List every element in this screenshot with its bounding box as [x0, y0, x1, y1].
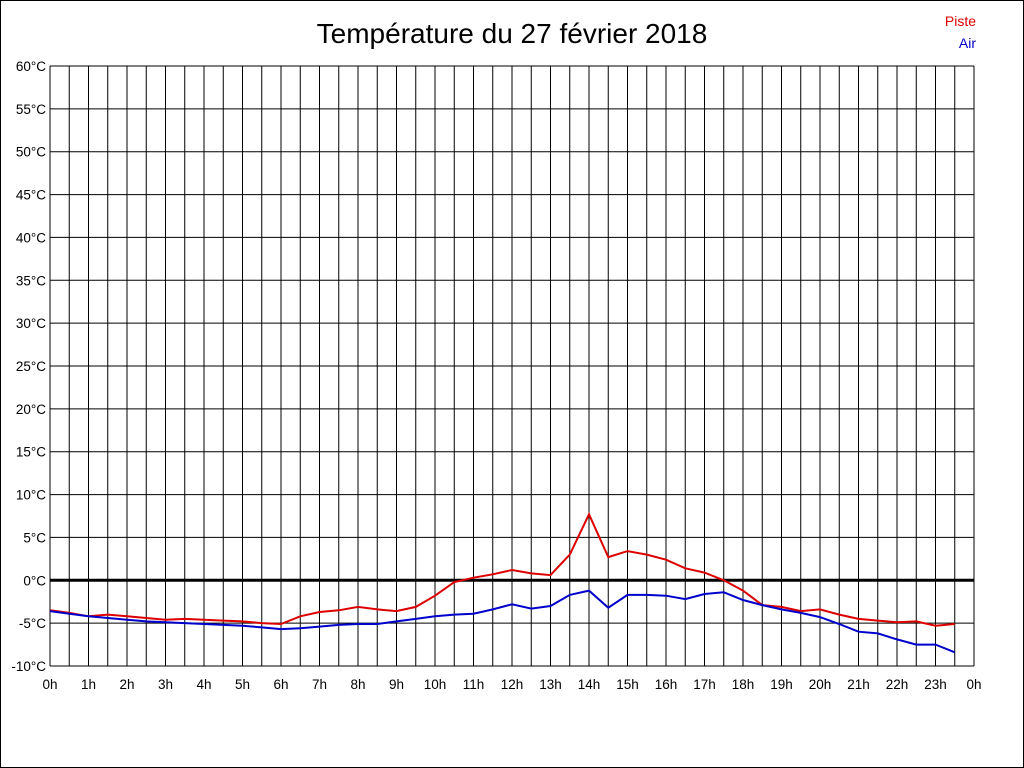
y-tick-labels: -10°C -5°C 0°C 5°C 10°C 15°C 20°C 25°C 30°C 35°C 4… — [11, 59, 46, 674]
y-tick-label: 60°C — [16, 59, 46, 74]
x-tick-label: 16h — [655, 677, 678, 692]
x-tick-label: 10h — [424, 677, 447, 692]
x-tick-label: 12h — [501, 677, 524, 692]
y-tick-label: 35°C — [16, 273, 46, 288]
x-tick-label: 17h — [693, 677, 716, 692]
y-tick-label: 0°C — [23, 573, 46, 588]
x-tick-label: 13h — [539, 677, 562, 692]
x-tick-label: 1h — [81, 677, 96, 692]
x-tick-label: 14h — [578, 677, 601, 692]
x-tick-labels: 0h 1h 2h 3h 4h 5h 6h 7h 8h 9h 10h 11h 12h 13h 14h 15h 16… — [42, 677, 981, 692]
y-tick-label: 50°C — [16, 145, 46, 160]
legend-air: Air — [958, 35, 976, 51]
x-tick-label: 23h — [924, 677, 947, 692]
x-tick-label: 8h — [350, 677, 365, 692]
x-tick-label: 20h — [809, 677, 832, 692]
y-tick-label: 15°C — [16, 445, 46, 460]
x-tick-label: 9h — [389, 677, 404, 692]
series-layer — [49, 511, 956, 654]
x-tick-label: 22h — [886, 677, 909, 692]
x-tick-label: 21h — [847, 677, 870, 692]
x-tick-label: 0h — [966, 677, 981, 692]
y-tick-label: 55°C — [16, 102, 46, 117]
series-line-air — [49, 589, 956, 654]
y-tick-label: 45°C — [16, 188, 46, 203]
x-tick-label: 0h — [42, 677, 57, 692]
y-tick-label: -5°C — [19, 616, 46, 631]
y-tick-label: 10°C — [16, 488, 46, 503]
x-tick-label: 7h — [312, 677, 327, 692]
grid-layer — [49, 65, 975, 667]
y-tick-label: 40°C — [16, 230, 46, 245]
legend-piste: Piste — [944, 13, 976, 29]
x-tick-label: 6h — [273, 677, 288, 692]
x-tick-label: 19h — [770, 677, 793, 692]
x-tick-label: 2h — [119, 677, 134, 692]
x-tick-label: 3h — [158, 677, 173, 692]
x-tick-label: 15h — [616, 677, 639, 692]
x-tick-label: 18h — [732, 677, 755, 692]
chart-title: Température du 27 février 2018 — [316, 18, 708, 49]
y-tick-label: 5°C — [23, 530, 46, 545]
y-tick-label: 30°C — [16, 316, 46, 331]
x-tick-label: 5h — [235, 677, 250, 692]
x-tick-label: 4h — [196, 677, 211, 692]
x-tick-label: 11h — [463, 677, 485, 692]
y-tick-label: 20°C — [16, 402, 46, 417]
series-line-piste — [49, 511, 955, 627]
y-tick-label: 25°C — [16, 359, 46, 374]
y-tick-label: -10°C — [11, 659, 46, 674]
